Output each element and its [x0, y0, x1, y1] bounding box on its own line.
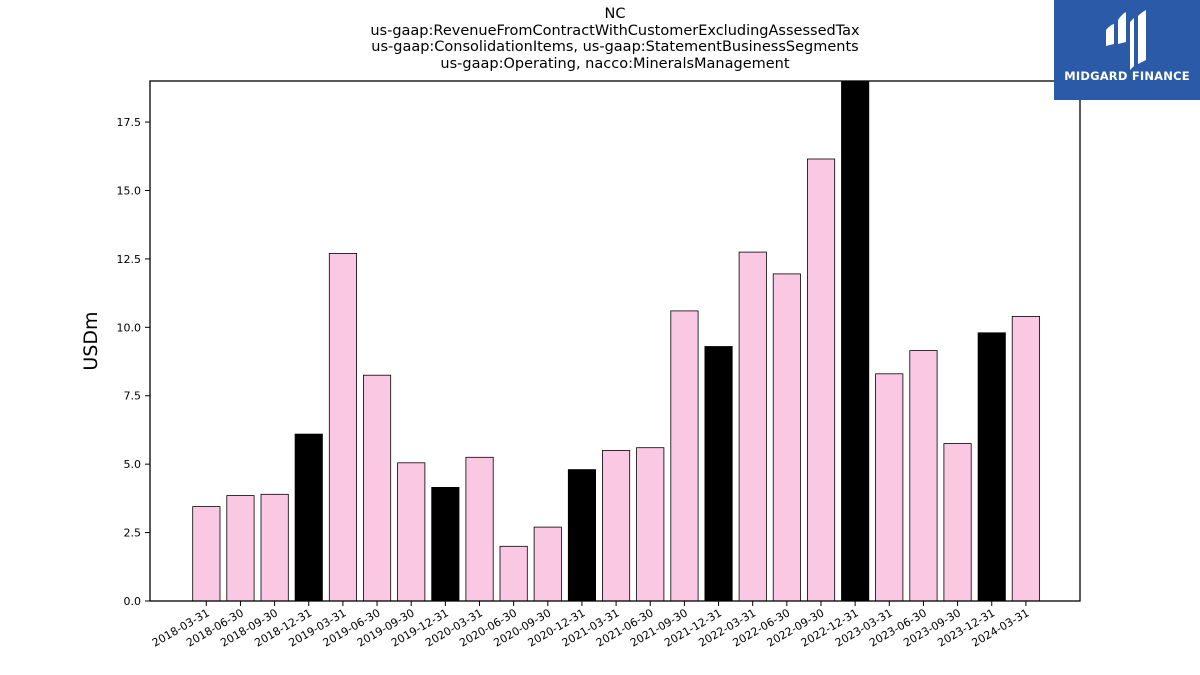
title-line-concept: us-gaap:RevenueFromContractWithCustomerE… — [370, 22, 860, 39]
y-tick-label: 7.5 — [124, 390, 142, 403]
y-tick-label: 10.0 — [117, 321, 142, 334]
logo-text: MIDGARD FINANCE — [1064, 69, 1190, 83]
bar-2021-12-31 — [704, 346, 733, 602]
y-tick-label: 12.5 — [117, 253, 142, 266]
y-tick-label: 0.0 — [124, 595, 142, 608]
bar-2024-03-31 — [1011, 315, 1040, 602]
bar-2019-09-30 — [397, 462, 426, 602]
bar-2021-09-30 — [670, 310, 699, 602]
bar-2018-03-31 — [192, 506, 221, 602]
bar-2023-12-31 — [977, 332, 1006, 602]
bar-2020-06-30 — [499, 545, 528, 602]
chart-title: NC us-gaap:RevenueFromContractWithCustom… — [150, 6, 1080, 72]
bar-2022-03-31 — [738, 251, 767, 602]
bar-2023-09-30 — [943, 443, 972, 602]
midgard-finance-logo: MIDGARD FINANCE — [1054, 0, 1200, 100]
bar-2022-09-30 — [807, 158, 836, 602]
bar-2022-12-31 — [841, 80, 870, 602]
bar-2018-09-30 — [260, 493, 289, 602]
y-axis-label: USDm — [80, 311, 102, 370]
logo-mark-icon — [1106, 10, 1146, 70]
bar-2023-03-31 — [875, 373, 904, 602]
plot-frame — [149, 80, 1081, 602]
bar-2018-12-31 — [294, 433, 323, 602]
bar-2019-12-31 — [431, 486, 460, 602]
bar-2020-12-31 — [567, 469, 596, 602]
title-line-ticker: NC — [604, 6, 626, 22]
y-tick-label: 2.5 — [124, 527, 142, 540]
bar-2020-09-30 — [533, 526, 562, 602]
title-line-members: us-gaap:Operating, nacco:MineralsManagem… — [440, 55, 790, 72]
bar-2019-06-30 — [362, 374, 392, 602]
title-line-axes: us-gaap:ConsolidationItems, us-gaap:Stat… — [371, 39, 859, 55]
bar-2020-03-31 — [465, 456, 494, 602]
bar-2021-06-30 — [636, 447, 665, 602]
bar-2019-03-31 — [328, 252, 357, 602]
bar-2021-03-31 — [602, 450, 631, 602]
y-tick-label: 15.0 — [117, 184, 142, 197]
y-tick-label: 17.5 — [117, 116, 142, 129]
bar-2018-06-30 — [226, 495, 255, 602]
bar-2022-06-30 — [772, 273, 801, 602]
y-tick-label: 5.0 — [124, 458, 142, 471]
bar-2023-06-30 — [909, 350, 938, 602]
